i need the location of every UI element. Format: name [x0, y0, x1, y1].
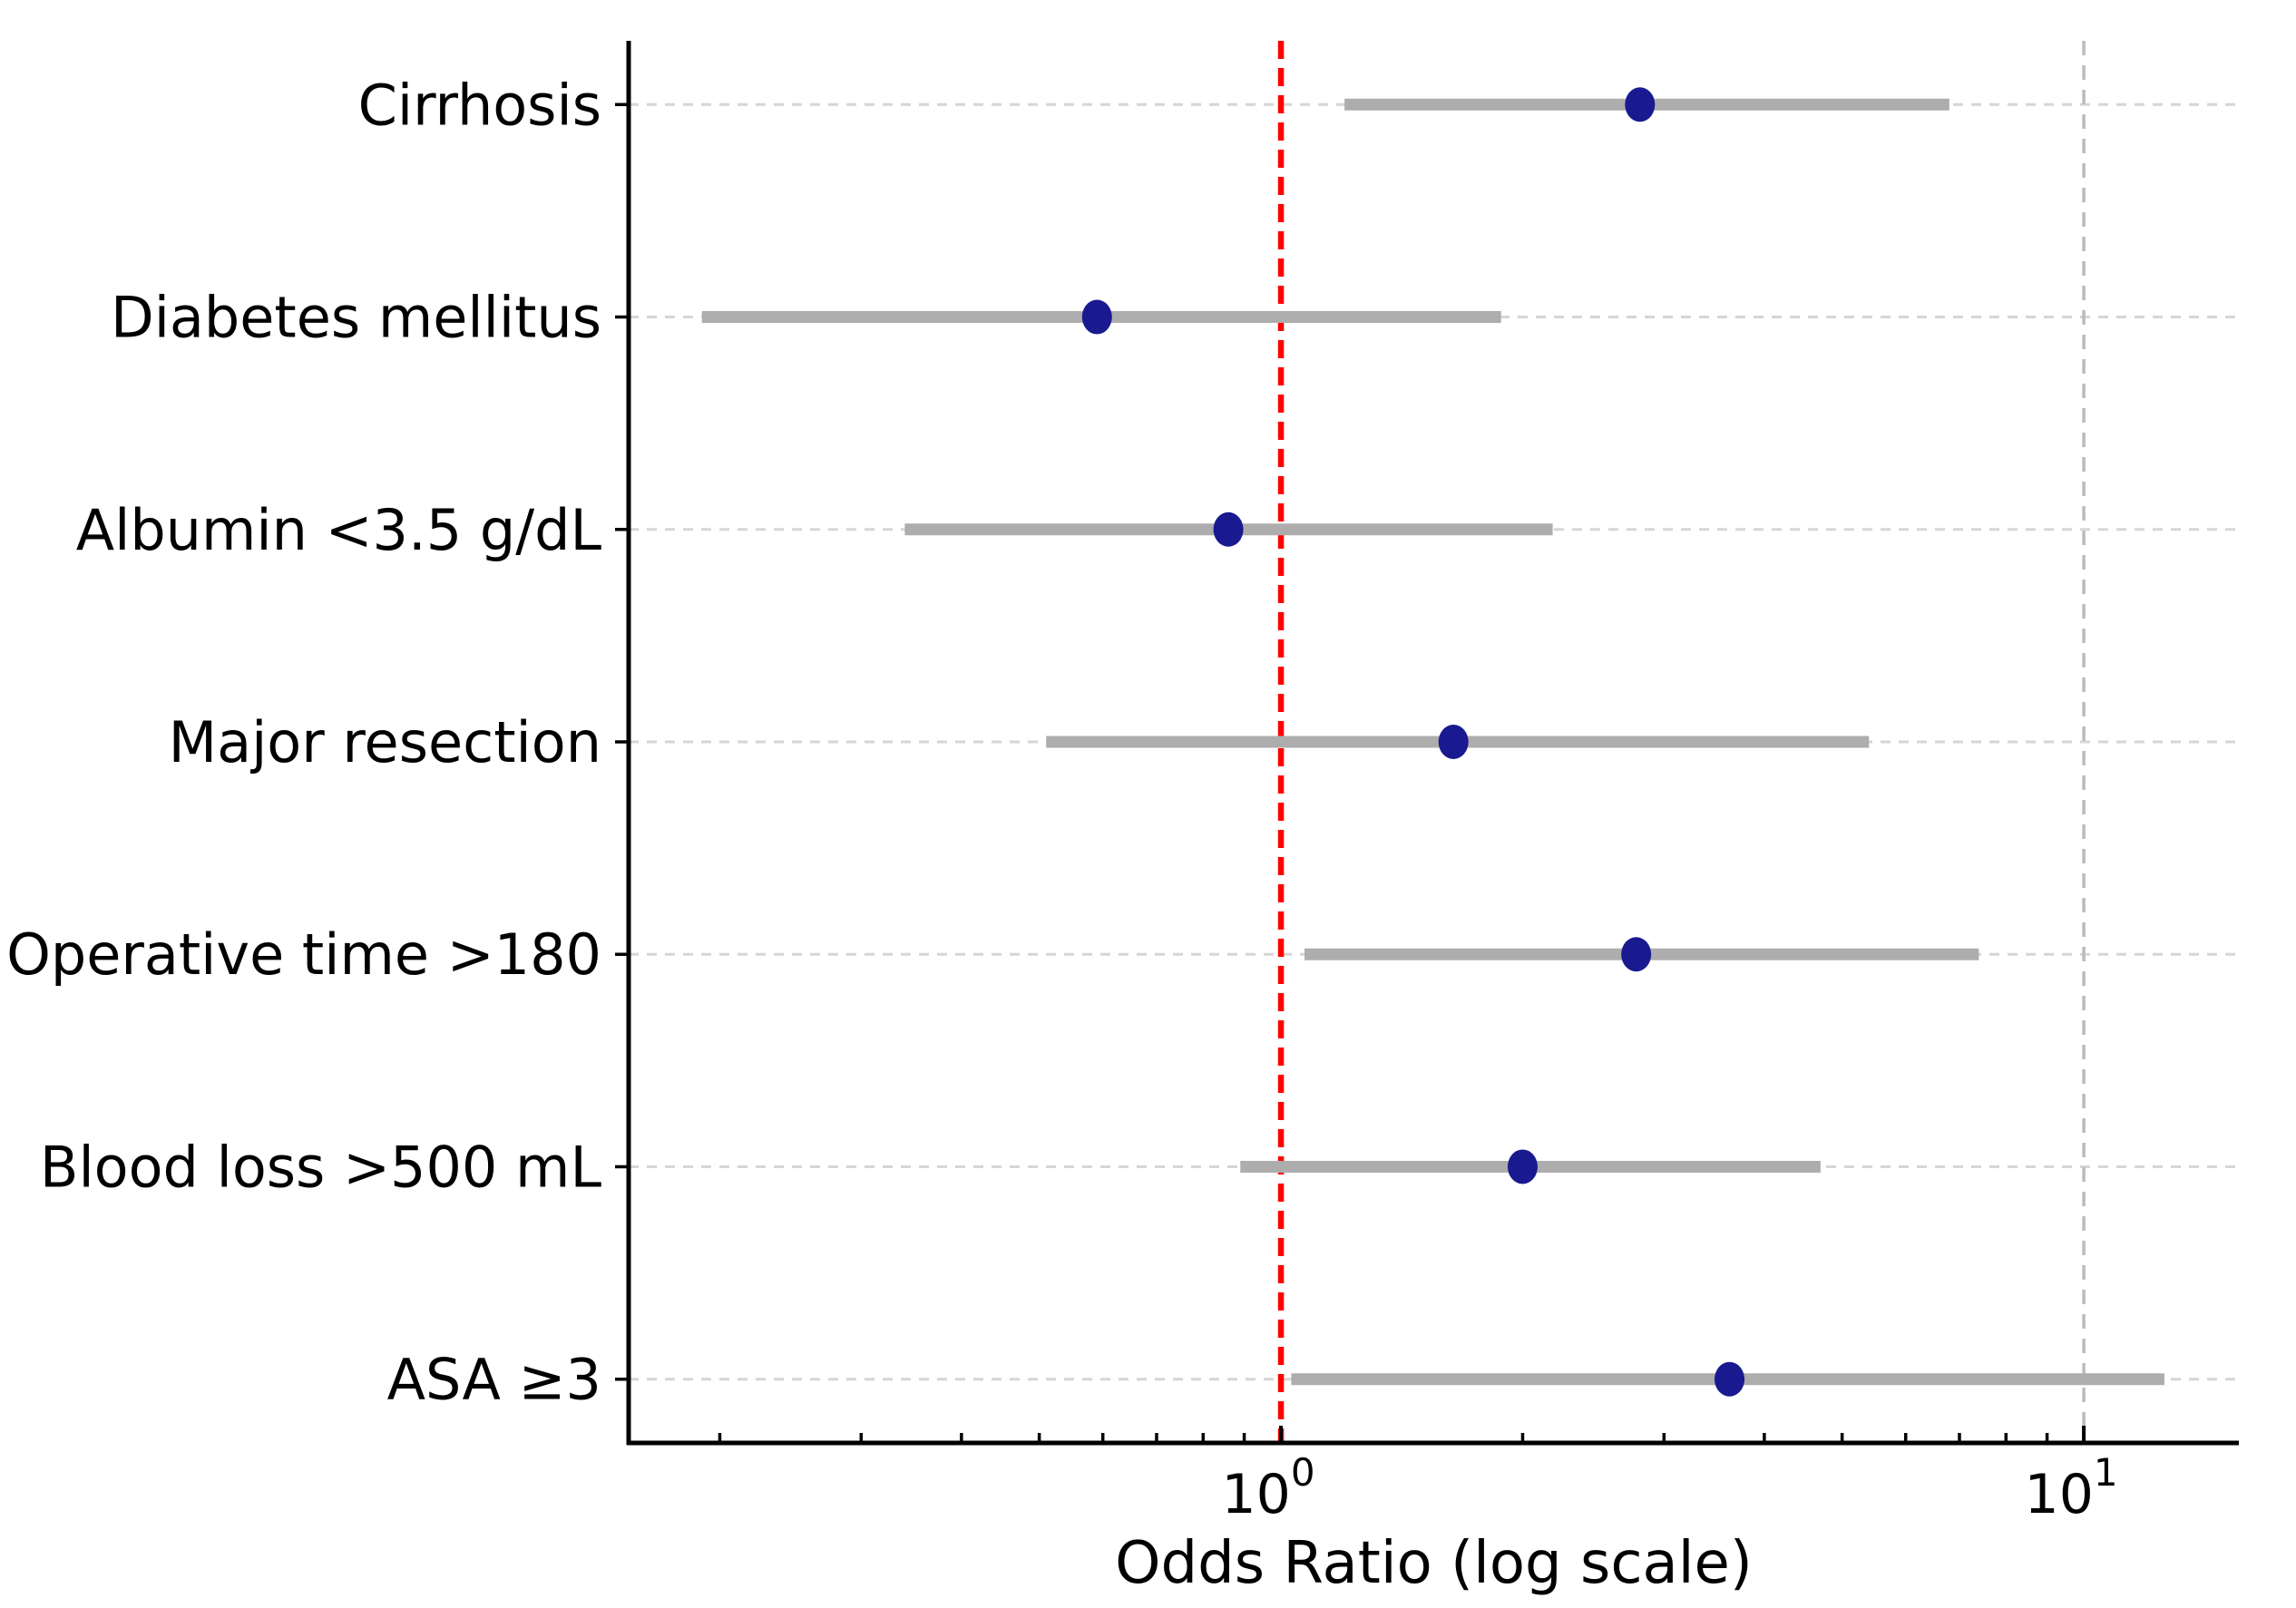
or-point [1625, 87, 1656, 122]
or-point [1213, 512, 1244, 547]
x-tick-label: 101 [2025, 1450, 2118, 1526]
category-label: Major resection [169, 709, 601, 775]
or-point [1621, 937, 1652, 972]
x-tick-label: 100 [1222, 1450, 1315, 1526]
category-label: Blood loss >500 mL [40, 1134, 602, 1200]
category-label: Cirrhosis [358, 72, 601, 138]
category-label: Albumin <3.5 g/dL [76, 497, 602, 563]
category-label: Diabetes mellitus [111, 285, 601, 351]
category-label: Operative time >180 [6, 921, 601, 988]
or-point [1081, 299, 1112, 335]
x-axis-title: Odds Ratio (log scale) [1115, 1530, 1753, 1597]
category-label: ASA ≥3 [387, 1347, 601, 1413]
or-point [1438, 725, 1469, 759]
or-point [1715, 1361, 1745, 1397]
or-point [1507, 1149, 1538, 1184]
